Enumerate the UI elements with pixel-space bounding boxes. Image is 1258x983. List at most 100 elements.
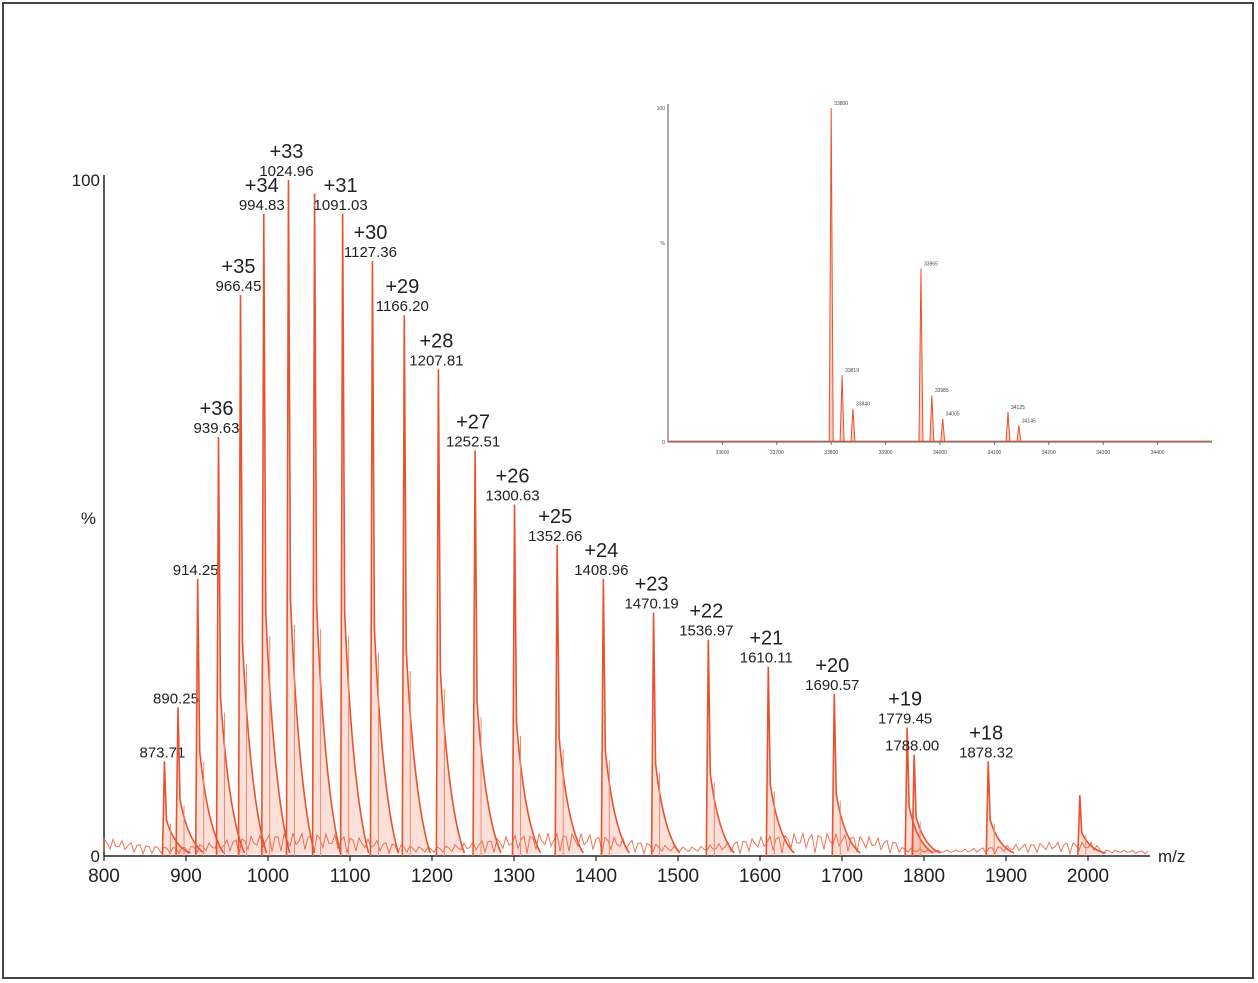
peak-2 [194,578,225,857]
peak-charge-label-8: +31 [324,175,358,197]
peak-mz-label-6: 1024.96 [259,163,313,180]
peak-mz-label-9: 1127.36 [344,244,397,261]
inset-peak-label-0: 33800 [834,101,848,107]
inset-peak-label-4: 33985 [935,388,949,394]
inset-peak-2 [850,408,856,443]
x-tick-label-0: 800 [88,866,120,887]
peak-12 [472,450,502,857]
x-tick-label-5: 1300 [493,866,535,887]
inset-y-axis-label: % [661,241,666,247]
y-tick-label-1: 100 [72,171,100,190]
inset-peak-0 [828,107,834,443]
peak-mz-label-0: 873.71 [139,744,185,761]
x-tick-label-4: 1200 [411,866,453,887]
peak-charge-label-10: +29 [385,276,419,298]
peak-mz-label-12: 1252.51 [446,433,500,450]
peak-charge-label-3: +36 [200,398,234,420]
peak-mz-label-4: 966.45 [216,278,262,295]
peak-charge-label-22: +18 [969,722,1003,744]
x-tick-label-6: 1400 [575,866,617,887]
peak-charge-label-18: +21 [749,628,783,650]
peak-17 [705,639,735,857]
peak-charge-label-17: +22 [689,601,723,623]
x-tick-label-8: 1600 [739,866,781,887]
peak-charge-label-19: +20 [815,655,849,677]
peak-23 [1077,795,1106,857]
peak-mz-label-20: 1779.45 [878,711,932,728]
x-tick-label-3: 1100 [330,866,371,887]
peak-9 [369,261,400,857]
peak-charge-label-20: +19 [888,689,922,711]
peak-mz-label-3: 939.63 [194,420,240,437]
peak-6 [285,179,316,857]
inset-x-tick-label-5: 34100 [987,450,1001,456]
x-tick-label-2: 1000 [247,866,289,887]
inset-x-tick-label-8: 34400 [1151,450,1165,456]
inset-peak-3 [918,268,924,443]
peak-mz-label-22: 1878.32 [959,744,1013,761]
peak-10 [401,315,432,857]
peak-16 [650,612,681,857]
inset-x-tick-label-3: 33900 [879,450,893,456]
peak-19 [831,693,861,857]
peak-mz-label-8: 1091.03 [314,197,368,214]
inset-peak-6 [1005,411,1011,443]
peak-charge-label-14: +25 [538,506,572,528]
peak-mz-label-11: 1207.81 [409,352,463,369]
peak-charge-label-16: +23 [635,574,669,596]
peak-21 [911,754,941,857]
inset-x-tick-label-7: 34300 [1096,450,1110,456]
peak-charge-label-15: +24 [584,540,618,562]
x-tick-label-7: 1500 [657,866,699,887]
peak-mz-label-5: 994.83 [239,197,285,214]
peak-15 [600,578,631,857]
inset-peak-label-3: 33965 [924,261,938,267]
peak-5 [260,213,291,857]
peak-7 [311,193,342,857]
inset-x-tick-label-4: 34000 [933,450,947,456]
peak-mz-label-18: 1610.11 [740,650,793,667]
x-tick-label-10: 1800 [903,866,945,887]
peak-mz-label-14: 1352.66 [528,528,582,545]
inset-peak-1 [839,375,845,443]
peak-mz-label-10: 1166.20 [376,298,429,315]
inset-peak-label-5: 34005 [946,412,960,418]
peak-mz-label-17: 1536.97 [679,623,733,640]
peak-0 [161,761,191,857]
peak-charge-label-9: +30 [353,222,387,244]
x-tick-label-1: 900 [170,866,202,887]
inset-peak-5 [940,418,946,443]
x-tick-label-12: 2000 [1067,866,1109,887]
y-axis-label: % [81,509,96,528]
x-axis-label: m/z [1158,847,1185,866]
peak-charge-label-13: +26 [496,465,530,487]
x-tick-label-9: 1700 [821,866,863,887]
peak-mz-label-13: 1300.63 [485,487,539,504]
main-spectrum-plot: 873.71 890.25 914.25 939.63+36 966.45+35 994.… [72,141,1186,887]
peak-mz-label-21: 1788.00 [885,738,939,755]
peak-charge-label-5: +34 [245,175,279,197]
inset-x-tick-label-2: 33800 [824,450,838,456]
peak-11 [435,369,466,857]
peak-mz-label-19: 1690.57 [805,677,859,694]
peak-3 [215,436,246,857]
inset-x-tick-label-1: 33700 [770,450,784,456]
peak-mz-label-2: 914.25 [173,562,219,579]
inset-y-tick-label-1: 100 [657,106,666,112]
peak-charge-label-4: +35 [222,256,256,278]
peak-charge-label-6: +33 [269,141,303,163]
peak-14 [554,545,584,857]
x-tick-label-11: 1900 [985,866,1027,887]
inset-deconvoluted-spectrum: 33800 33819 33840 33965 33985 34005 34125 34145… [657,101,1212,456]
inset-peak-label-6: 34125 [1011,405,1025,411]
y-tick-label-0: 0 [91,847,100,866]
peak-13 [511,504,542,857]
inset-x-tick-label-6: 34200 [1042,450,1056,456]
peak-mz-label-1: 890.25 [153,690,199,707]
inset-peak-label-2: 33840 [856,402,870,408]
peak-1 [175,707,205,857]
peak-18 [765,666,795,857]
inset-peak-label-7: 34145 [1022,418,1036,424]
